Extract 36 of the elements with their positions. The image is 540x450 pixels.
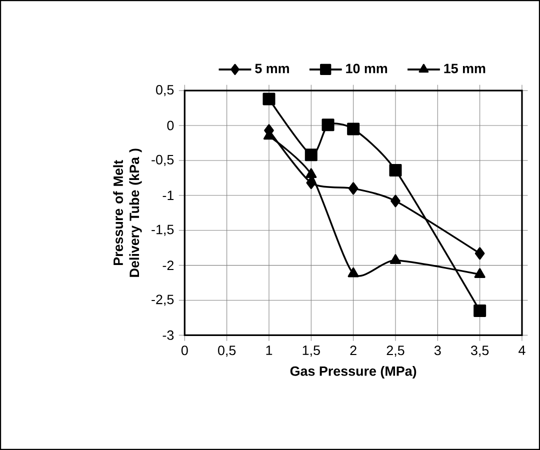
point (262, 92, 276, 106)
legend-label: 15 mm (444, 64, 486, 74)
x-tick-label: 1 (266, 346, 272, 355)
y-tick-label: -0,5 (152, 154, 174, 166)
y-tick-label: 0,5 (156, 85, 174, 96)
x-tick-label: 3 (434, 346, 441, 356)
y-tick-label: -3 (162, 330, 174, 340)
x-tick-label: 2 (350, 346, 356, 356)
x-tick-label: 1,5 (302, 346, 320, 357)
y-axis-title: Pressure of Melt Delivery Tube (kPa ) (113, 148, 142, 277)
point (390, 194, 400, 208)
point (306, 176, 316, 190)
legend-label: 10 mm (346, 64, 388, 74)
x-tick-label: 0 (181, 346, 188, 356)
point (389, 164, 402, 177)
y-tick-label: -1 (162, 190, 174, 200)
point (306, 168, 317, 178)
legend-label: 5 mm (255, 64, 289, 74)
point (474, 304, 486, 317)
y-tick-label: -1,5 (152, 224, 174, 236)
point (322, 118, 334, 132)
point (304, 148, 318, 162)
y-tick-label: 0 (167, 120, 174, 130)
x-axis-title: Gas Pressure (MPa) (290, 366, 416, 379)
x-tick-label: 4 (518, 346, 526, 355)
point (474, 247, 485, 260)
point (348, 182, 358, 195)
x-tick-label: 3,5 (470, 346, 489, 357)
point (390, 254, 402, 264)
y-tick-label: -2,5 (152, 294, 174, 306)
x-tick-label: 0,5 (218, 346, 236, 357)
point (474, 268, 486, 278)
point (348, 267, 359, 278)
point (347, 122, 360, 136)
x-tick-label: 2,5 (386, 346, 404, 357)
y-tick-label: -2 (162, 260, 174, 270)
